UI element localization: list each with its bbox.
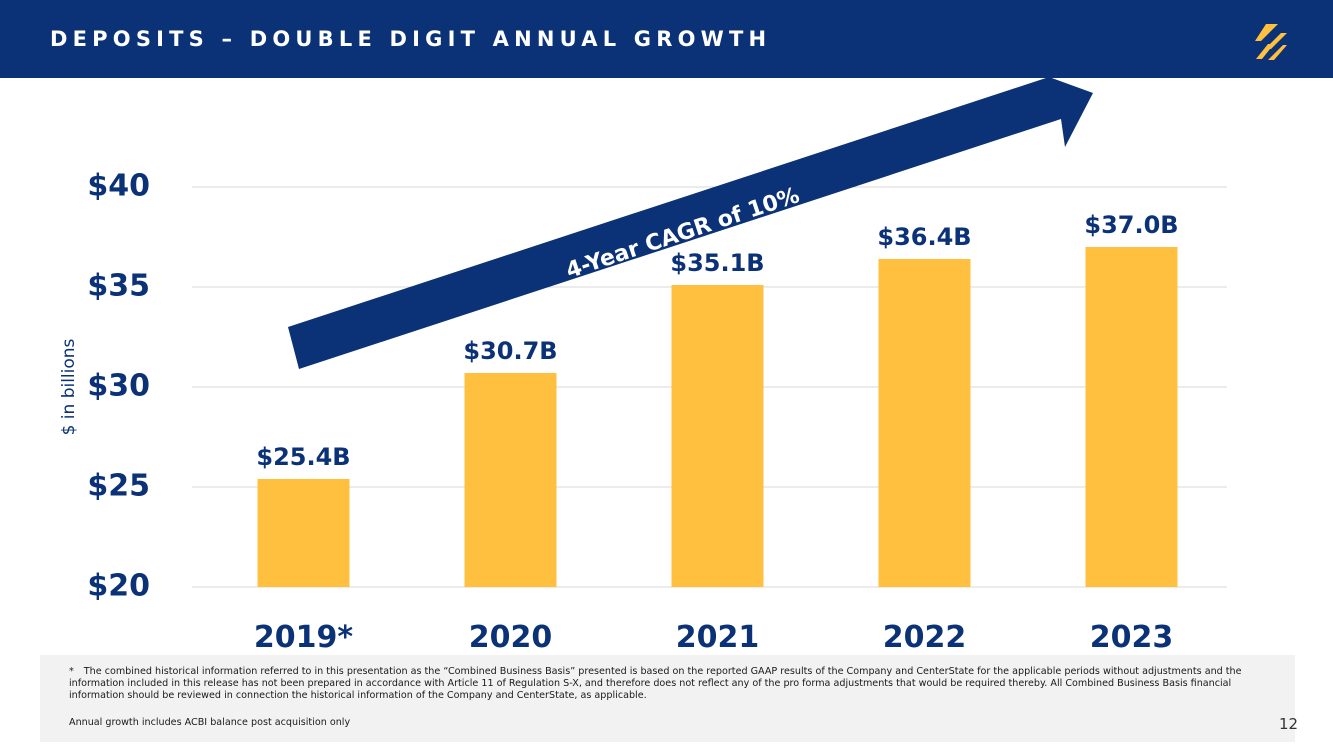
footnote-combined-basis-text: The combined historical information refe…	[69, 666, 1242, 701]
bar	[1085, 247, 1178, 587]
footnote-box: * The combined historical information ref…	[40, 655, 1295, 742]
x-axis-ticks: 2019* 2020 2021 2022 2023	[254, 620, 1173, 655]
bar	[671, 285, 764, 587]
x-tick-label: 2022	[883, 620, 967, 655]
bars	[257, 247, 1178, 587]
bar	[257, 479, 350, 587]
company-logo-icon	[1255, 24, 1287, 60]
y-tick-label: $40	[87, 169, 150, 204]
footnote-combined-basis: * The combined historical information ref…	[69, 666, 1264, 702]
data-labels: $25.4B $30.7B $35.1B $36.4B $37.0B	[256, 211, 1178, 471]
y-tick-label: $25	[87, 469, 150, 504]
bar-value-label: $35.1B	[670, 249, 764, 277]
page-title: DEPOSITS – DOUBLE DIGIT ANNUAL GROWTH	[50, 27, 772, 51]
bar-value-label: $25.4B	[256, 443, 350, 471]
y-tick-label: $30	[87, 369, 150, 404]
cagr-arrow-shape	[288, 78, 1093, 369]
y-axis-label: $ in billions	[59, 338, 79, 435]
y-tick-label: $35	[87, 269, 150, 304]
y-tick-label: $20	[87, 569, 150, 604]
x-tick-label: 2023	[1090, 620, 1174, 655]
header-bar: DEPOSITS – DOUBLE DIGIT ANNUAL GROWTH	[0, 0, 1333, 78]
x-tick-label: 2020	[469, 620, 553, 655]
x-tick-label: 2021	[676, 620, 760, 655]
bar	[464, 373, 557, 587]
y-axis-ticks: $20 $25 $30 $35 $40	[87, 169, 150, 604]
bar-value-label: $30.7B	[463, 337, 557, 365]
footnote-annual-growth: Annual growth includes ACBI balance post…	[69, 717, 351, 728]
deposits-bar-chart: $20 $25 $30 $35 $40 2019* 2020 2021 2022 2023 $2…	[59, 78, 1227, 655]
page-number: 12	[1279, 715, 1299, 733]
x-tick-label: 2019*	[254, 620, 353, 655]
bar-value-label: $36.4B	[877, 223, 971, 251]
bar-value-label: $37.0B	[1084, 211, 1178, 239]
footnote-star: *	[69, 666, 74, 677]
bar	[878, 259, 971, 587]
